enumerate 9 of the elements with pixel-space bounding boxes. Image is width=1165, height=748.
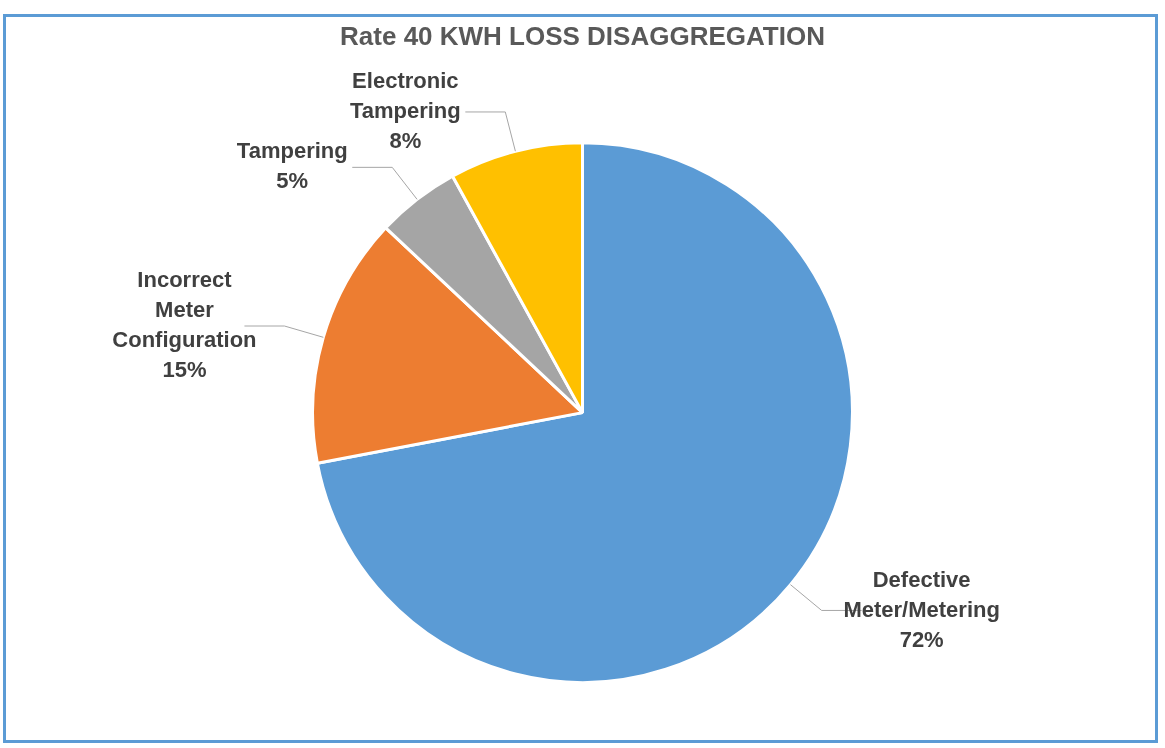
data-label: 5% — [276, 168, 309, 194]
slice-label: Defective Meter/Metering — [843, 566, 1000, 622]
data-label: 72% — [899, 626, 944, 652]
data-label: 8% — [389, 128, 422, 154]
chart-title: Rate 40 KWH LOSS DISAGGREGATION — [340, 20, 825, 51]
slice-label: Incorrect Meter Configuration — [112, 267, 257, 353]
data-label: 15% — [162, 357, 207, 383]
slice-label: Tampering — [236, 138, 348, 164]
slice-label: Electronic Tampering — [349, 68, 461, 124]
